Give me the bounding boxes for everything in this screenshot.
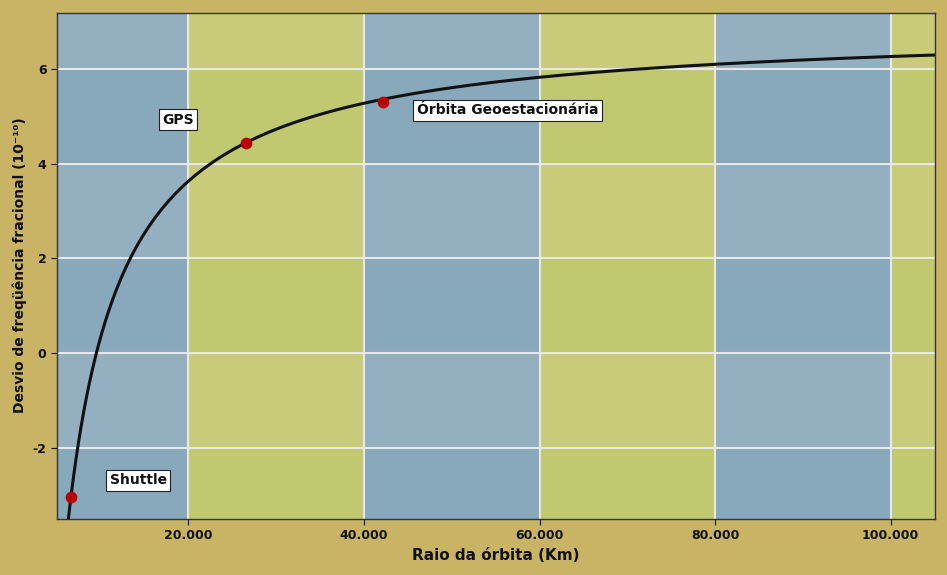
Bar — [188, 13, 364, 69]
Bar — [540, 258, 715, 353]
Bar — [57, 258, 188, 353]
Bar — [540, 447, 715, 519]
Point — [239, 138, 254, 147]
Bar — [715, 447, 890, 519]
Bar — [57, 69, 188, 164]
Bar — [364, 69, 540, 164]
Bar — [890, 13, 935, 69]
Bar — [188, 69, 364, 164]
Point — [63, 493, 79, 502]
Bar — [890, 258, 935, 353]
Bar — [715, 353, 890, 447]
Bar — [364, 13, 540, 69]
Bar — [715, 164, 890, 258]
Bar — [540, 353, 715, 447]
Bar — [715, 69, 890, 164]
Bar — [715, 13, 890, 69]
Bar — [188, 353, 364, 447]
Bar — [890, 447, 935, 519]
Bar — [364, 258, 540, 353]
Bar — [188, 447, 364, 519]
Bar — [540, 69, 715, 164]
Bar — [57, 13, 188, 69]
Bar — [890, 69, 935, 164]
Bar — [890, 353, 935, 447]
Bar — [364, 164, 540, 258]
Bar — [57, 447, 188, 519]
Bar — [540, 13, 715, 69]
Bar — [540, 164, 715, 258]
X-axis label: Raio da órbita (Km): Raio da órbita (Km) — [412, 547, 580, 562]
Y-axis label: Desvio de freqüência fracional (10⁻¹⁰): Desvio de freqüência fracional (10⁻¹⁰) — [12, 118, 27, 413]
Text: Órbita Geoestacionária: Órbita Geoestacionária — [417, 103, 599, 117]
Point — [375, 98, 390, 107]
Bar — [57, 353, 188, 447]
Bar — [57, 164, 188, 258]
Bar — [890, 164, 935, 258]
Bar — [364, 447, 540, 519]
Bar — [364, 353, 540, 447]
Text: GPS: GPS — [162, 113, 194, 126]
Bar — [715, 258, 890, 353]
Bar — [188, 258, 364, 353]
Bar — [188, 164, 364, 258]
Text: Shuttle: Shuttle — [110, 473, 167, 488]
